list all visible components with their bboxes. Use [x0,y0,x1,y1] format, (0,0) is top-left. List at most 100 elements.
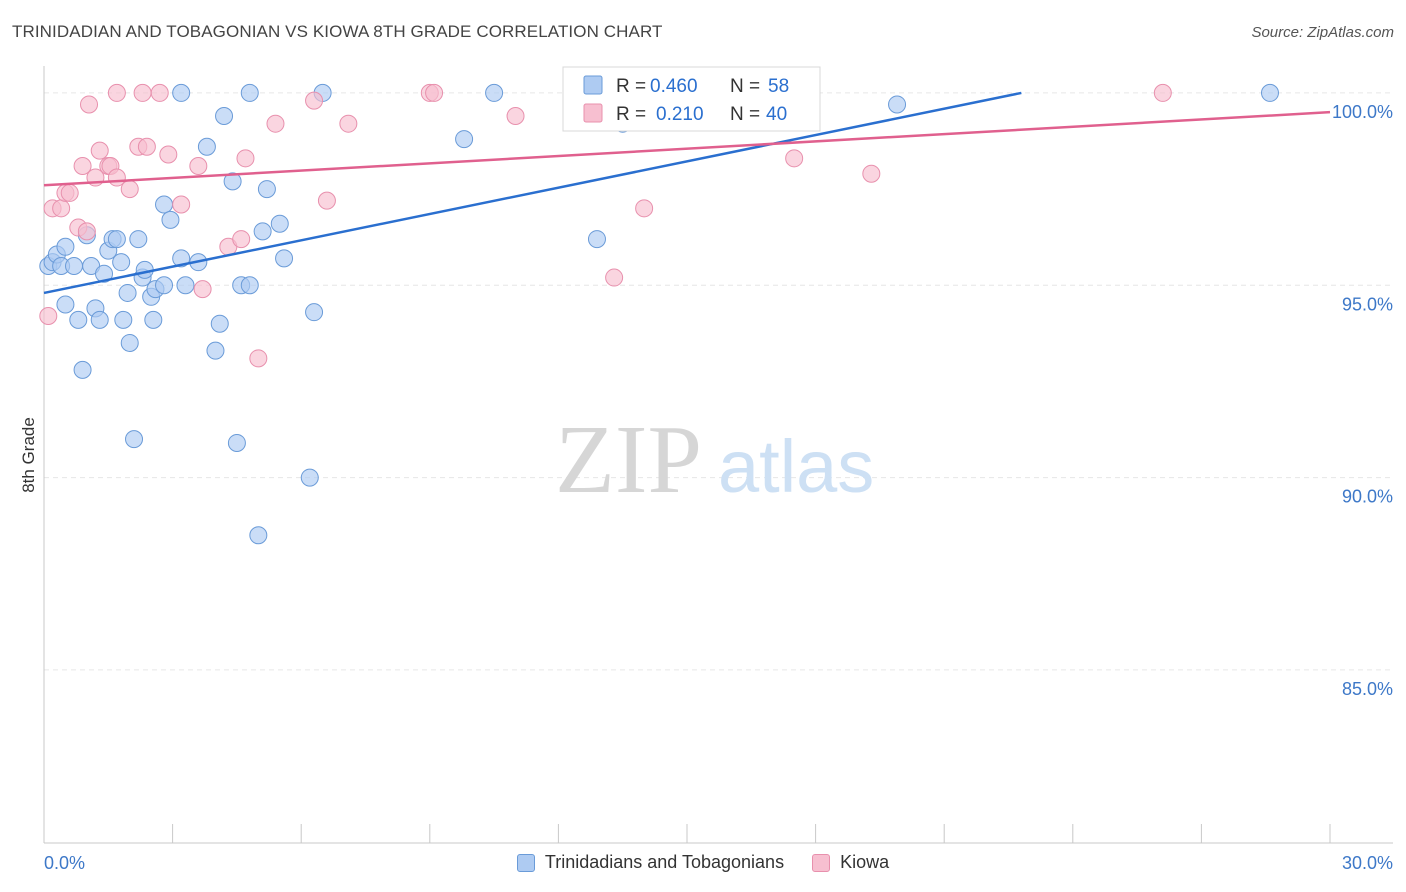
data-point-trinidadian [197,137,216,156]
data-point-kiowa [266,114,285,133]
trendline-kiowa [43,110,1331,187]
x-tick-label: 30.0% [1342,853,1393,873]
data-point-trinidadian [114,310,133,329]
watermark: ZIP atlas [555,406,874,514]
data-point-kiowa [605,268,624,287]
data-point-kiowa [107,83,126,102]
data-point-trinidadian [257,180,276,199]
data-point-kiowa [425,83,444,102]
data-point-trinidadian [56,237,75,256]
data-point-trinidadian [270,214,289,233]
data-point-trinidadian [240,83,259,102]
stats-legend-swatch-blue [583,75,603,95]
data-point-trinidadian [1260,83,1279,102]
data-point-trinidadian [107,230,126,249]
data-point-trinidadian [300,468,319,487]
data-point-trinidadian [210,314,229,333]
data-point-trinidadian [249,526,268,545]
data-point-kiowa [80,95,99,114]
data-point-trinidadian [90,310,109,329]
legend-label: Trinidadians and Tobagonians [544,852,785,872]
legend-swatch-pink [812,853,831,872]
data-point-kiowa [137,137,156,156]
data-point-kiowa [785,149,804,168]
y-tick-label: 85.0% [1342,679,1393,699]
data-point-trinidadian [485,83,504,102]
bottom-legend: Trinidadians and Tobagonians Kiowa [0,852,1406,873]
data-point-trinidadian [888,95,907,114]
data-point-kiowa [52,199,71,218]
y-axis-label: 8th Grade [19,417,38,493]
data-point-kiowa [862,164,881,183]
data-point-kiowa [133,83,152,102]
data-point-trinidadian [240,276,259,295]
data-point-trinidadian [56,295,75,314]
stats-legend-r-value: 0.460 [650,76,698,97]
stats-legend: R = 0.460 N = 58 R = 0.210 N = 40 [562,66,821,132]
data-point-kiowa [232,230,251,249]
chart-source: Source: ZipAtlas.com [1251,24,1394,41]
points-layer [39,83,1279,545]
data-point-kiowa [159,145,178,164]
data-point-trinidadian [118,283,137,302]
data-point-kiowa [120,180,139,199]
data-point-kiowa [635,199,654,218]
watermark-atlas: atlas [718,425,874,508]
chart-title: TRINIDADIAN AND TOBAGONIAN VS KIOWA 8TH … [12,22,663,41]
data-point-kiowa [249,349,268,368]
data-point-trinidadian [455,130,474,149]
legend-item-kiowa[interactable]: Kiowa [812,852,889,873]
data-point-trinidadian [206,341,225,360]
data-point-trinidadian [155,195,174,214]
axis-layer: 85.0% 90.0% 95.0% 100.0% 0.0% 30.0% [43,66,1393,873]
data-point-kiowa [317,191,336,210]
data-point-kiowa [339,114,358,133]
stats-legend-n-label: N = [730,104,760,125]
data-point-trinidadian [305,303,324,322]
data-point-trinidadian [161,210,180,229]
data-point-kiowa [150,83,169,102]
data-point-trinidadian [155,276,174,295]
stats-legend-n-value: 58 [768,76,789,97]
trend-layer [43,91,1331,295]
data-point-kiowa [305,91,324,110]
data-point-trinidadian [125,430,144,449]
data-point-kiowa [189,157,208,176]
data-point-trinidadian [73,360,92,379]
data-point-kiowa [39,307,58,326]
legend-item-trinidadians[interactable]: Trinidadians and Tobagonians [516,852,785,873]
data-point-trinidadian [69,310,88,329]
data-point-trinidadian [227,433,246,452]
grid-layer [44,92,1393,671]
stats-legend-r-label: R = [616,104,646,125]
data-point-trinidadian [120,333,139,352]
data-point-trinidadian [172,249,191,268]
stats-legend-r-label: R = [616,76,646,97]
data-point-trinidadian [176,276,195,295]
stats-legend-r-value: 0.210 [656,104,704,125]
data-point-kiowa [77,222,96,241]
data-point-kiowa [73,157,92,176]
y-tick-label: 100.0% [1332,102,1393,122]
x-tick-label: 0.0% [44,853,85,873]
data-point-trinidadian [223,172,242,191]
data-point-trinidadian [112,253,131,272]
legend-swatch-blue [516,853,535,872]
y-tick-label: 90.0% [1342,487,1393,507]
watermark-zip: ZIP [555,406,702,514]
legend-label: Kiowa [840,852,890,872]
data-point-kiowa [193,280,212,299]
stats-legend-n-value: 40 [766,104,787,125]
stats-legend-n-label: N = [730,76,760,97]
data-point-kiowa [506,107,525,126]
data-point-trinidadian [65,257,84,276]
data-point-kiowa [236,149,255,168]
data-point-kiowa [172,195,191,214]
trendline-trinidadian [43,91,1022,295]
data-point-trinidadian [253,222,272,241]
data-point-trinidadian [129,230,148,249]
data-point-trinidadian [144,310,163,329]
stats-legend-frame [562,66,821,132]
data-point-kiowa [1153,83,1172,102]
